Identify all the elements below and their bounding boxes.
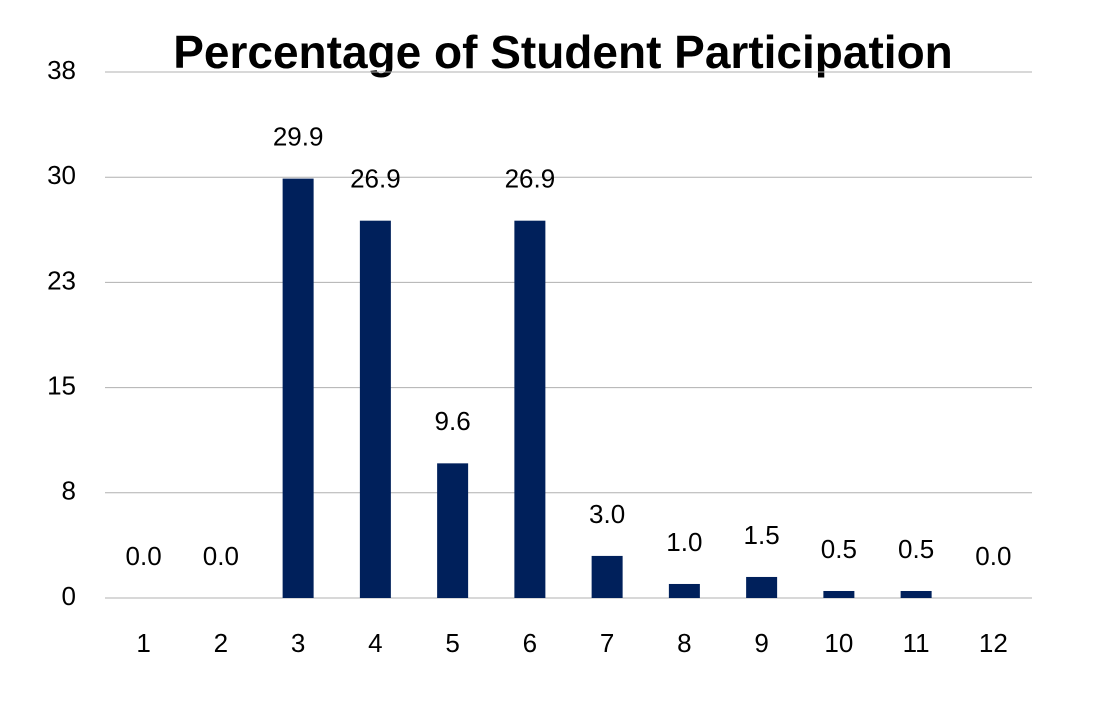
bar	[746, 576, 778, 598]
bar	[591, 555, 623, 598]
x-tick-label: 11	[903, 628, 930, 658]
chart-title: Percentage of Student Participation	[173, 26, 953, 78]
x-tick-label: 1	[136, 628, 150, 658]
data-label: 0.0	[203, 541, 239, 571]
x-tick-label: 3	[291, 628, 305, 658]
x-tick-label: 7	[600, 628, 614, 658]
x-tick-label: 12	[979, 628, 1008, 658]
y-tick-label: 0	[62, 581, 76, 611]
x-tick-label: 5	[445, 628, 459, 658]
data-label: 26.9	[505, 164, 556, 194]
y-tick-label: 23	[47, 265, 76, 295]
y-tick-label: 30	[47, 160, 76, 190]
data-label: 3.0	[589, 499, 625, 529]
bar	[282, 178, 314, 598]
bar	[668, 583, 700, 598]
x-tick-label: 10	[824, 628, 853, 658]
x-tick-label: 2	[214, 628, 228, 658]
x-tick-label: 8	[677, 628, 691, 658]
data-label: 9.6	[435, 406, 471, 436]
y-tick-label: 15	[47, 370, 76, 400]
data-label: 29.9	[273, 121, 324, 151]
data-label: 26.9	[350, 164, 401, 194]
data-label: 1.5	[744, 520, 780, 550]
data-label: 0.5	[821, 534, 857, 564]
data-label: 1.0	[666, 527, 702, 557]
data-label: 0.0	[126, 541, 162, 571]
bar	[900, 590, 932, 598]
bar	[359, 220, 391, 598]
x-tick-label: 9	[754, 628, 768, 658]
bar	[514, 220, 546, 598]
bar	[437, 463, 469, 598]
y-tick-label: 8	[62, 476, 76, 506]
data-label: 0.0	[975, 541, 1011, 571]
x-tick-label: 6	[523, 628, 537, 658]
y-tick-label: 38	[47, 55, 76, 85]
x-tick-label: 4	[368, 628, 382, 658]
data-label: 0.5	[898, 534, 934, 564]
bar	[823, 590, 855, 598]
